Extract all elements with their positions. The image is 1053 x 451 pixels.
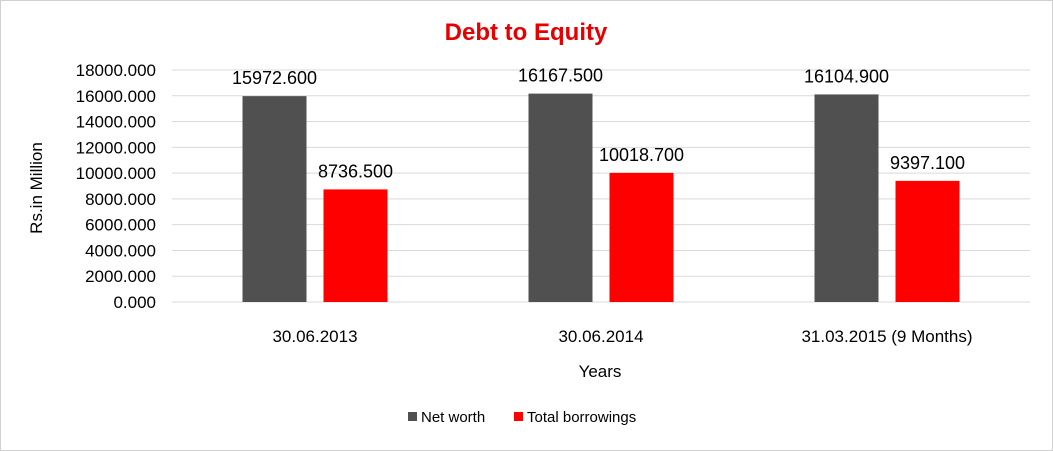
legend-swatch: [408, 412, 417, 421]
data-label: 9397.100: [890, 153, 965, 173]
bar: [895, 180, 960, 302]
bar: [528, 93, 593, 302]
y-tick-label: 12000.000: [76, 138, 156, 157]
data-label: 8736.500: [318, 161, 393, 181]
y-axis-title: Rs.in Million: [27, 142, 46, 234]
x-category-label: 31.03.2015 (9 Months): [801, 327, 972, 346]
y-tick-label: 8000.000: [85, 190, 156, 209]
x-category-label: 30.06.2014: [558, 327, 643, 346]
bars: [242, 93, 960, 302]
x-category-label: 30.06.2013: [272, 327, 357, 346]
y-tick-label: 6000.000: [85, 216, 156, 235]
bar: [242, 96, 307, 302]
legend-entry: Net worth: [421, 409, 485, 426]
x-axis-categories: 30.06.2013 30.06.2014 31.03.2015 (9 Months…: [272, 327, 972, 346]
x-axis-title: Years: [579, 362, 622, 381]
y-tick-label: 10000.000: [76, 164, 156, 183]
y-tick-label: 14000.000: [76, 113, 156, 132]
data-label: 16104.900: [804, 66, 889, 86]
data-label: 10018.700: [599, 145, 684, 165]
legend: Net worth Total borrowings: [408, 409, 636, 426]
y-tick-label: 4000.000: [85, 241, 156, 260]
legend-entry: Total borrowings: [527, 409, 636, 426]
y-axis-ticks: 0.000 2000.000 4000.000 6000.000 8000.000 100…: [76, 61, 156, 312]
y-tick-label: 2000.000: [85, 267, 156, 286]
y-tick-label: 0.000: [113, 293, 156, 312]
data-label: 16167.500: [518, 66, 603, 86]
chart-title: Debt to Equity: [445, 19, 608, 46]
y-tick-label: 16000.000: [76, 87, 156, 106]
gridlines: [172, 69, 1030, 303]
data-label: 15972.600: [232, 68, 317, 88]
legend-swatch: [514, 412, 523, 421]
bar: [609, 172, 674, 302]
data-labels: 15972.600 8736.500 16167.500 10018.700 16104…: [232, 66, 965, 182]
y-tick-label: 18000.000: [76, 61, 156, 80]
bar: [323, 189, 388, 302]
bar: [814, 94, 879, 302]
